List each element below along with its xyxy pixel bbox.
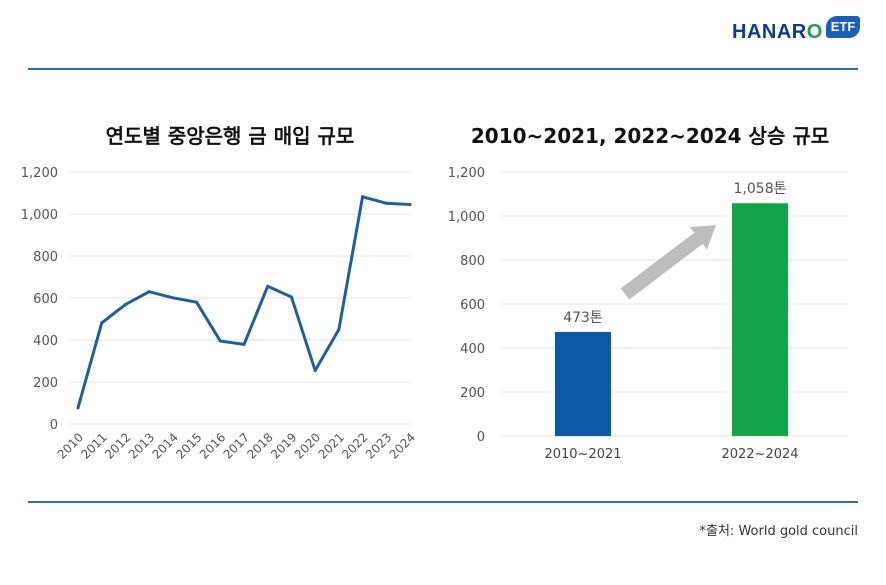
x-tick-label: 2021 bbox=[315, 430, 346, 461]
series-line bbox=[76, 195, 412, 410]
x-tick-label: 2022 bbox=[339, 430, 370, 461]
x-tick-label: 2010 bbox=[55, 430, 86, 461]
top-divider bbox=[28, 68, 858, 70]
increase-arrow-icon bbox=[620, 225, 716, 300]
line-chart-title: 연도별 중앙은행 금 매입 규모 bbox=[105, 124, 355, 148]
data-point bbox=[147, 290, 151, 294]
x-tick-label: 2012 bbox=[102, 430, 133, 461]
logo-etf-badge: ETF bbox=[826, 16, 860, 38]
hanaro-etf-logo: HANARO ETF bbox=[732, 12, 862, 48]
bar bbox=[555, 331, 611, 436]
x-tick-label: 2013 bbox=[126, 430, 157, 461]
data-point bbox=[76, 406, 80, 410]
x-tick-label: 2011 bbox=[78, 430, 109, 461]
data-point bbox=[289, 295, 293, 299]
y-tick-label: 400 bbox=[33, 334, 58, 349]
y-tick-label: 400 bbox=[460, 342, 485, 357]
logo-text-o: O bbox=[806, 21, 823, 43]
x-tick-label: 2020 bbox=[292, 430, 323, 461]
x-tick-label: 2023 bbox=[363, 430, 394, 461]
x-category-label: 2022~2024 bbox=[721, 447, 798, 462]
x-tick-label: 2017 bbox=[221, 430, 252, 461]
y-tick-label: 800 bbox=[33, 250, 58, 265]
data-point bbox=[195, 300, 199, 304]
x-tick-label: 2019 bbox=[268, 430, 299, 461]
data-point bbox=[408, 203, 412, 207]
bottom-divider bbox=[28, 501, 858, 503]
data-point bbox=[123, 303, 127, 307]
x-tick-label: 2014 bbox=[149, 430, 180, 461]
data-point bbox=[337, 328, 341, 331]
y-tick-label: 800 bbox=[460, 254, 485, 269]
bar-chart: 0 200 400 600 800 1,000 1,200 473톤 2010~2021 1,05… bbox=[448, 166, 848, 462]
data-point bbox=[242, 342, 246, 346]
y-tick-label: 0 bbox=[477, 430, 485, 445]
data-point bbox=[100, 321, 104, 325]
y-tick-label: 1,000 bbox=[21, 208, 58, 223]
y-tick-label: 200 bbox=[33, 376, 58, 391]
y-tick-label: 600 bbox=[460, 298, 485, 313]
data-point bbox=[266, 284, 270, 288]
y-tick-label: 600 bbox=[33, 292, 58, 307]
x-tick-label: 2018 bbox=[244, 430, 275, 461]
bar-chart-title: 2010~2021, 2022~2024 상승 규모 bbox=[470, 124, 830, 148]
data-point bbox=[361, 195, 365, 199]
logo-text-hanar: HANAR bbox=[732, 21, 807, 43]
bar-data-label: 1,058톤 bbox=[734, 181, 787, 197]
data-point bbox=[384, 201, 388, 205]
bar-data-label: 473톤 bbox=[563, 310, 603, 326]
data-point bbox=[218, 339, 222, 343]
x-tick-label: 2015 bbox=[173, 430, 204, 461]
y-tick-label: 0 bbox=[50, 418, 58, 433]
x-tick-label: 2016 bbox=[197, 430, 228, 461]
data-point bbox=[171, 296, 175, 300]
y-tick-label: 1,200 bbox=[448, 166, 485, 181]
line-chart: 02004006008001,0001,20020102011201220132… bbox=[21, 166, 418, 462]
source-note: *출처: World gold council bbox=[699, 524, 858, 539]
x-category-label: 2010~2021 bbox=[544, 447, 621, 462]
y-tick-label: 200 bbox=[460, 386, 485, 401]
bar bbox=[732, 203, 788, 436]
y-tick-label: 1,000 bbox=[448, 210, 485, 225]
x-tick-label: 2024 bbox=[387, 430, 418, 461]
y-tick-label: 1,200 bbox=[21, 166, 58, 181]
data-point bbox=[313, 368, 317, 372]
